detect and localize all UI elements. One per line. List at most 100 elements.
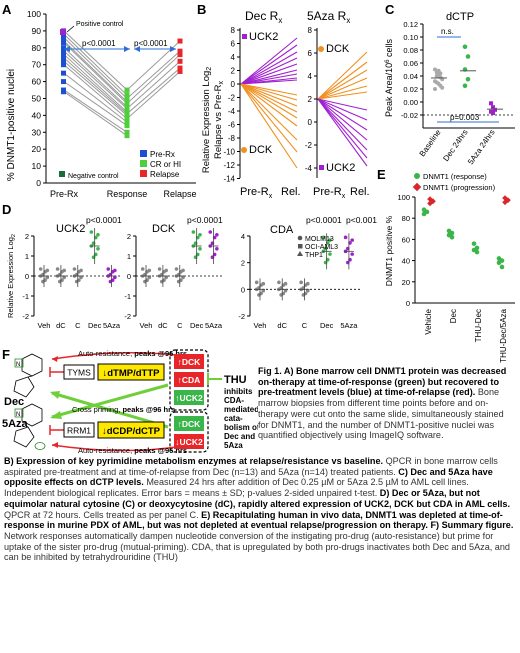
a-ytick: 0 <box>36 178 41 188</box>
panel-b-ylabel: Relative Expression Log2 <box>201 67 213 173</box>
svg-text:inhibits: inhibits <box>224 387 253 396</box>
panel-c-ns: n.s. <box>441 27 454 36</box>
svg-text:0.06: 0.06 <box>403 59 418 68</box>
panel-c-points <box>431 44 503 116</box>
panel-b: B Dec Rx 5Aza Rx Relative Expression Log… <box>197 2 370 200</box>
positive-control-label: Positive control <box>76 21 124 28</box>
dec-molecule-icon: N <box>13 353 43 398</box>
cross-priming: Cross priming, peaks @96 hrs <box>72 405 175 414</box>
panel-b-letter: B <box>197 2 206 17</box>
svg-text:2: 2 <box>25 232 29 241</box>
panel-c-p: p=0.003 <box>450 113 480 122</box>
panel-e-legend: DNMT1 (response) DNMT1 (progression) <box>412 172 496 192</box>
svg-text:8: 8 <box>308 26 313 35</box>
svg-text:6: 6 <box>308 49 313 58</box>
svg-text:dC: dC <box>56 321 66 330</box>
a-ytick: 60 <box>32 77 42 87</box>
tyms-label: TYMS <box>67 368 91 378</box>
panel-e-points <box>421 195 511 270</box>
svg-text:THP1: THP1 <box>305 252 323 259</box>
svg-text:0: 0 <box>127 272 131 281</box>
panel-b-title-dec: Dec Rx <box>245 9 282 25</box>
caption-b-title: B) Expression of key pyrimidine metaboli… <box>4 456 384 466</box>
b-aza-ucK2-marker <box>319 165 324 170</box>
panel-a-letter: A <box>2 2 12 17</box>
svg-text:0.12: 0.12 <box>403 20 418 29</box>
dcdp-label: ↓dCDP/dCTP <box>102 426 161 437</box>
svg-text:5Aza: 5Aza <box>103 321 121 330</box>
b-aza-dck-label: DCK <box>326 43 350 55</box>
panel-a: A % DNMT1-positive nuclei 10090807060504… <box>2 2 197 199</box>
b-aza-ucK2-label: UCK2 <box>326 162 355 174</box>
svg-text:↑UCK2: ↑UCK2 <box>175 393 203 403</box>
panel-e-yaxis: 100 80 60 40 20 0 <box>397 193 415 308</box>
figure-caption-side: Fig 1. A) Bone marrow cell DNMT1 protein… <box>258 366 516 441</box>
panel-c-yaxis: 0.12 0.10 0.08 0.06 0.04 0.02 0.00 -0.02 <box>401 20 423 120</box>
e-xtick-dec: Dec <box>449 309 458 323</box>
svg-text:-2: -2 <box>228 94 236 103</box>
auto-resistance-1: Auto-resistance, peaks @96 hrs <box>78 349 187 358</box>
svg-text:-4: -4 <box>228 107 236 116</box>
tyms-box <box>63 364 95 380</box>
svg-text:2: 2 <box>127 232 131 241</box>
svg-text:0: 0 <box>308 118 313 127</box>
auto-resistance-2: Auto-resistance, peaks @96 hrs <box>78 446 187 455</box>
svg-text:-8: -8 <box>228 134 236 143</box>
panel-a-points <box>61 28 183 139</box>
panel-b-yaxis-dec: 8 6 4 2 0 -2 -4 -6 -8 -10 -12 -14 <box>223 26 240 184</box>
svg-text:-10: -10 <box>223 148 235 157</box>
svg-text:100: 100 <box>397 193 410 202</box>
svg-text:Veh: Veh <box>38 321 51 330</box>
svg-text:CR or HI: CR or HI <box>150 160 181 169</box>
svg-text:-2: -2 <box>238 312 245 321</box>
d-p-cda-1: p<0.0001 <box>306 215 342 225</box>
d-title-dck: DCK <box>152 223 176 235</box>
svg-text:OCI-AML3: OCI-AML3 <box>305 244 338 251</box>
aza-molecule-icon: N <box>13 403 46 450</box>
svg-text:0.08: 0.08 <box>403 46 418 55</box>
b-ucK2-label: UCK2 <box>249 31 278 43</box>
svg-text:C: C <box>177 321 183 330</box>
d-title-cda: CDA <box>270 224 294 236</box>
dck-up-box-2 <box>174 416 204 431</box>
svg-text:40: 40 <box>402 257 410 266</box>
svg-text:N: N <box>16 362 20 368</box>
panel-b-ylabel-2: Relapse vs Pre-Rx <box>213 81 225 159</box>
dec-label: Dec <box>4 396 24 408</box>
svg-text:-4: -4 <box>305 164 313 173</box>
caption-text-a: Bone marrow biopsies from different time… <box>258 387 504 441</box>
b-xlabel-pre2: Pre-Rx <box>313 186 346 200</box>
svg-text:0.00: 0.00 <box>403 98 418 107</box>
svg-text:0: 0 <box>25 272 29 281</box>
svg-text:bolism of: bolism of <box>224 423 258 432</box>
svg-text:2: 2 <box>241 259 245 268</box>
svg-text:↑DCK: ↑DCK <box>178 419 202 429</box>
svg-text:5Aza: 5Aza <box>224 441 243 450</box>
panel-b-lines <box>240 37 368 169</box>
svg-text:0.04: 0.04 <box>403 72 418 81</box>
d-title-ucK2: UCK2 <box>56 223 85 235</box>
panel-e-letter: E <box>377 167 386 182</box>
caption-d-text: QPCR at 72 hours. Cells treated as per p… <box>4 509 202 520</box>
svg-text:-12: -12 <box>223 161 235 170</box>
caption-f-text: Network responses automatically dampen n… <box>4 530 510 563</box>
svg-text:Veh: Veh <box>254 321 267 330</box>
negative-control-label: Negative control <box>68 173 119 180</box>
panel-d-letter: D <box>2 202 11 217</box>
svg-text:-1: -1 <box>124 292 131 301</box>
svg-text:Dec and: Dec and <box>224 432 255 441</box>
a-ytick: 90 <box>32 26 42 36</box>
panel-a-p1: p<0.0001 <box>82 39 116 48</box>
b-ucK2-marker <box>242 34 247 39</box>
panel-a-p2: p<0.0001 <box>134 39 168 48</box>
dck-up-box <box>174 354 204 369</box>
xtick-relapse: Relapse <box>163 189 196 199</box>
dtmp-label: ↓dTMP/dTTP <box>103 368 161 379</box>
a-ytick: 10 <box>32 161 42 171</box>
caption-d-title: D) Dec or 5Aza, but not equimolar natura… <box>4 488 510 509</box>
svg-text:2: 2 <box>231 67 236 76</box>
caption-b-text: QPCR in bone marrow cells aspirated pre-… <box>4 456 498 477</box>
